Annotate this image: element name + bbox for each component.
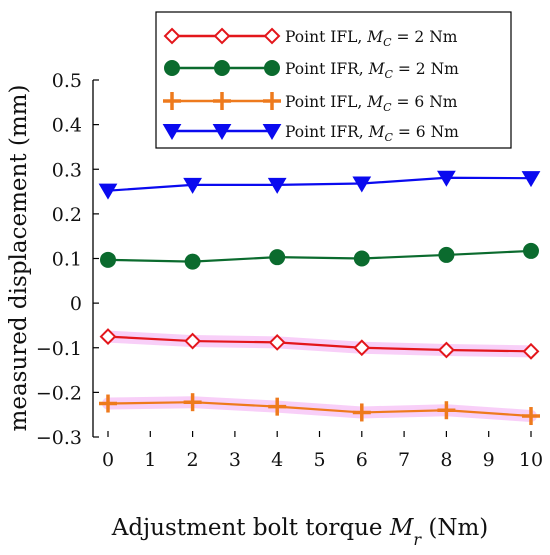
y-axis-title: measured displacement (mm) <box>6 85 32 432</box>
data-point <box>268 333 286 351</box>
x-axis-ticks: 0 1 2 3 4 5 6 7 8 9 10 <box>102 431 543 471</box>
legend-item: Point IFL, MC = 6 Nm <box>163 92 458 114</box>
data-point <box>267 177 287 194</box>
y-tick-label: 0.5 <box>52 70 82 92</box>
y-tick-label: −0.1 <box>36 338 82 360</box>
data-point <box>183 393 202 412</box>
data-point <box>523 242 539 259</box>
data-point <box>99 328 117 346</box>
y-tick-label: 0.1 <box>52 249 82 271</box>
x-tick-label: 8 <box>440 449 452 471</box>
series-line <box>107 249 532 263</box>
x-tick-label: 2 <box>187 449 199 471</box>
data-point <box>352 176 372 193</box>
series-1 <box>99 328 540 360</box>
legend-marker <box>214 60 230 76</box>
series-layer <box>98 170 541 426</box>
y-tick-label: 0.4 <box>52 115 82 137</box>
legend-label: Point IFL, MC = 6 Nm <box>285 93 458 114</box>
x-tick-label: 1 <box>144 449 156 471</box>
data-point <box>353 250 370 267</box>
data-point <box>353 339 371 357</box>
y-tick-label: 0.3 <box>52 159 82 181</box>
legend-label: Point IFL, MC = 2 Nm <box>285 28 458 49</box>
legend-items: Point IFL, MC = 2 Nm Point IFR, MC = 2 Nm… <box>162 27 459 144</box>
legend-item: Point IFR, MC = 6 Nm <box>162 123 459 144</box>
legend-marker <box>213 27 231 45</box>
legend-marker <box>163 27 181 45</box>
x-tick-label: 0 <box>102 449 114 471</box>
y-tick-label: 0.2 <box>52 204 82 226</box>
y-axis-ticks: −0.3 −0.2 −0.1 0 0.1 0.2 0.3 0.4 0.5 <box>36 70 99 449</box>
legend-marker <box>262 124 282 140</box>
data-point <box>269 249 286 266</box>
legend-marker <box>164 60 180 76</box>
data-point <box>437 170 456 187</box>
data-point <box>183 177 202 194</box>
series-line <box>107 401 532 418</box>
data-point <box>437 401 456 420</box>
series-line <box>107 335 532 353</box>
data-point <box>437 341 455 359</box>
data-point <box>521 171 541 188</box>
highlights <box>102 330 537 423</box>
legend-item: Point IFL, MC = 2 Nm <box>163 27 458 49</box>
data-point <box>522 407 540 426</box>
x-tick-label: 7 <box>398 449 410 471</box>
series-highlight <box>102 330 537 358</box>
x-tick-label: 4 <box>271 449 283 471</box>
y-tick-label: 0 <box>70 293 82 315</box>
series-3 <box>99 393 540 426</box>
x-tick-label: 5 <box>313 449 325 471</box>
legend-marker <box>263 27 281 45</box>
x-tick-label: 6 <box>356 449 368 471</box>
legend-marker <box>162 124 182 140</box>
legend-marker <box>263 92 281 110</box>
data-point <box>98 183 118 200</box>
data-point <box>184 332 202 350</box>
y-tick-label: −0.2 <box>36 382 82 404</box>
legend-marker <box>163 92 181 110</box>
legend-label: Point IFR, MC = 2 Nm <box>285 60 459 81</box>
legend-marker <box>212 124 232 140</box>
legend-marker <box>264 60 280 76</box>
legend-item: Point IFR, MC = 2 Nm <box>164 60 459 81</box>
x-tick-label: 3 <box>229 449 241 471</box>
data-point <box>522 342 540 360</box>
legend-label: Point IFR, MC = 6 Nm <box>285 123 459 144</box>
data-point <box>438 246 455 263</box>
series-2 <box>100 242 539 270</box>
plot-area: 0 1 2 3 4 5 6 7 8 9 10 −0.3 −0.2 −0.1 0 0.1 0.2 0.3 0.4 0.… <box>36 70 543 471</box>
data-point <box>100 251 116 268</box>
data-point <box>99 394 117 413</box>
series-4 <box>98 170 541 200</box>
legend: Point IFL, MC = 2 Nm Point IFR, MC = 2 Nm… <box>155 11 512 149</box>
legend-marker <box>213 92 231 110</box>
x-tick-label: 10 <box>519 449 543 471</box>
data-point <box>352 403 371 422</box>
data-point <box>184 253 201 270</box>
series-line <box>107 176 532 192</box>
y-tick-label: −0.3 <box>36 427 82 449</box>
x-axis-title: Adjustment bolt torque Mr (Nm) <box>111 515 489 549</box>
data-point <box>268 397 287 416</box>
x-tick-label: 9 <box>483 449 495 471</box>
